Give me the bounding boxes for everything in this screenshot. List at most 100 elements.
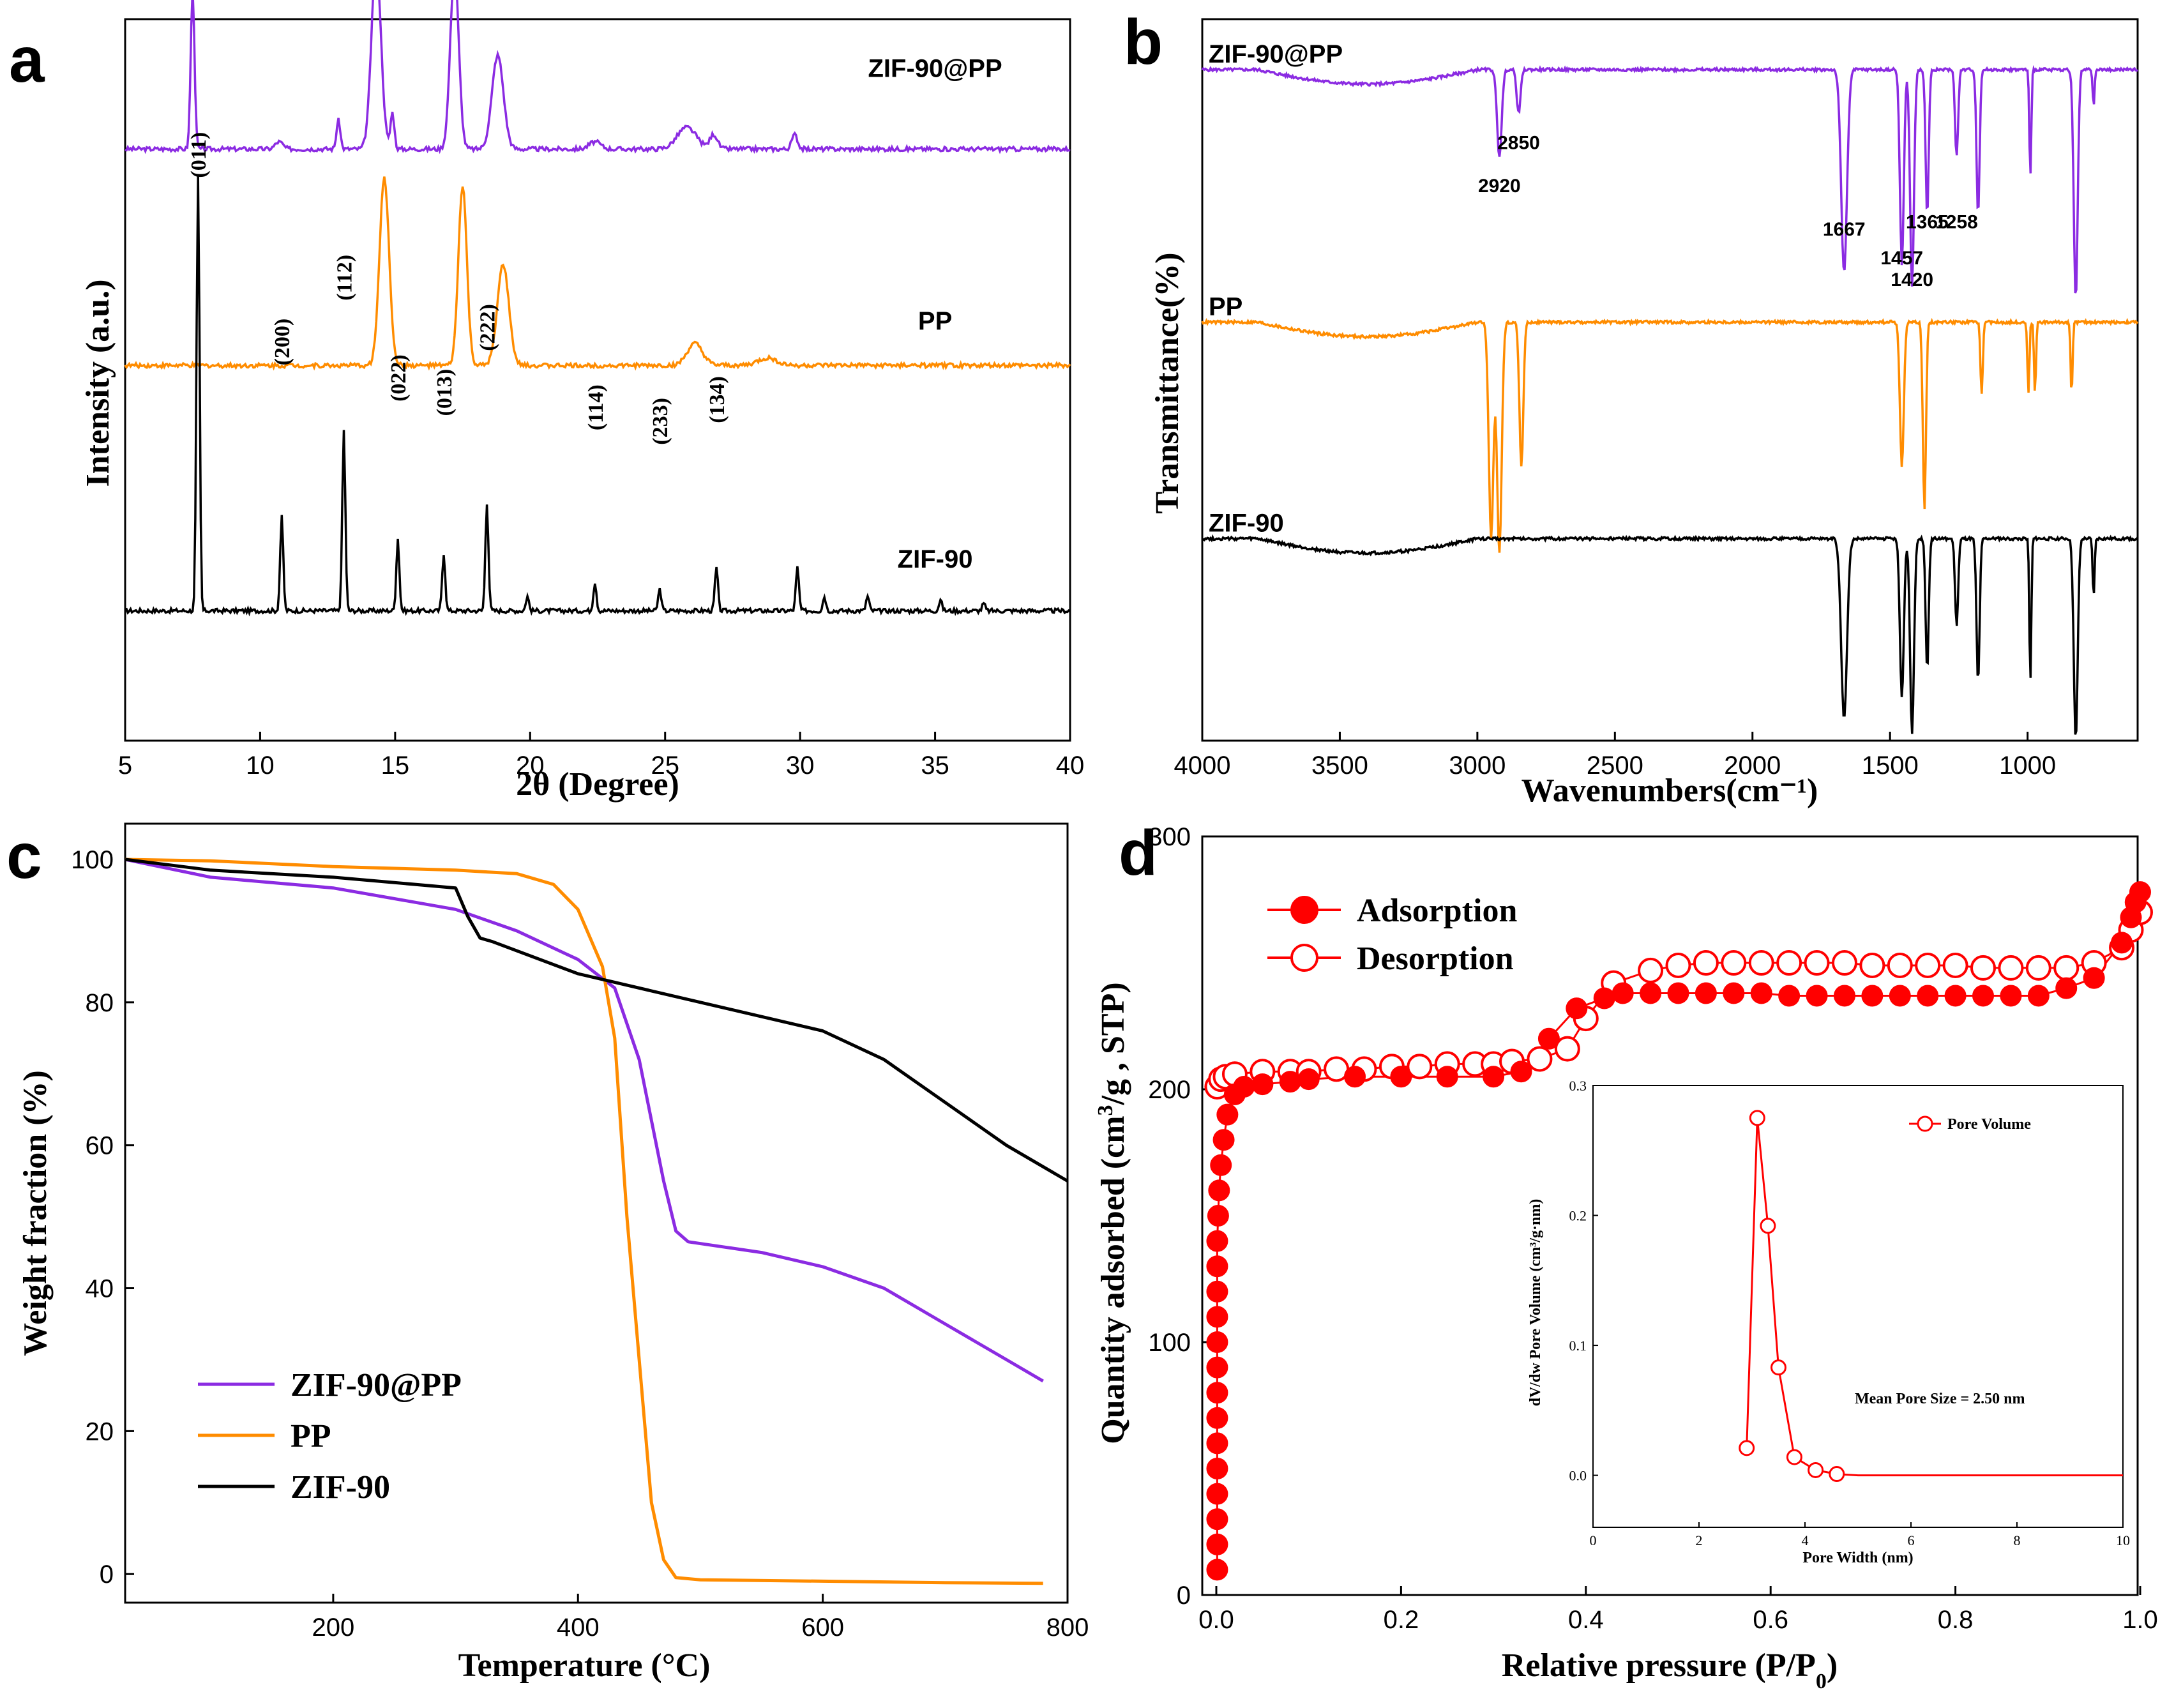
panel-letter-a: a	[9, 24, 45, 96]
panel-d-adsorption-point	[1667, 982, 1689, 1004]
panel-d-adsorption-point	[1216, 1103, 1239, 1126]
panel-d-adsorption-point	[1233, 1076, 1255, 1098]
panel-c-xtick-label: 600	[801, 1614, 844, 1642]
panel-d-plot-area: 0.0 0.2 0.4 0.6 0.8 1.00100200300AdsorptionDe…	[1148, 823, 2158, 1634]
inset-xlabel: Pore Width (nm)	[1802, 1550, 1913, 1566]
panel-a-series-pp	[124, 176, 1071, 371]
panel-d-desorption-point	[1407, 1054, 1433, 1080]
panel-d-adsorption-point	[1436, 1066, 1458, 1088]
inset-xtick-label: 0	[1590, 1532, 1597, 1548]
panel-d-adsorption-point	[1279, 1071, 1301, 1093]
panel-d-ytick-label: 200	[1148, 1076, 1191, 1104]
panel-d-adsorption-point	[1510, 1061, 1532, 1083]
panel-b-peak-label: 2920	[1478, 176, 1521, 197]
panel-d-adsorption-point	[1640, 982, 1662, 1004]
panel-c-xtick-label: 800	[1046, 1614, 1089, 1642]
panel-a-xtick-label: 30	[786, 752, 815, 780]
panel-letter-d: d	[1119, 817, 1158, 889]
panel-d-adsorption-point	[1750, 982, 1772, 1004]
panel-a-ylabel: Intensity (a.u.)	[80, 279, 116, 487]
panel-d-ylabel-b: /g , STP)	[1095, 982, 1131, 1105]
inset-ytick-label: 0.3	[1569, 1078, 1587, 1094]
panel-b-xtick-label: 1500	[1862, 752, 1919, 780]
panel-a-reflection-label: (233)	[649, 398, 672, 445]
panel-a-xtick-label: 10	[246, 752, 275, 780]
panel-d-adsorption-point	[1210, 1154, 1232, 1176]
panel-d-desorption-point	[1804, 950, 1830, 976]
panel-d-adsorption-point	[2129, 881, 2151, 903]
inset-ytick-label: 0.2	[1569, 1208, 1587, 1224]
panel-d-adsorption-point	[2083, 967, 2105, 989]
panel-d-adsorption-point	[1206, 1458, 1228, 1479]
panel-d-legend-marker	[1290, 896, 1318, 924]
panel-b-ylabel: Transmittance(%)	[1149, 252, 1186, 513]
panel-a-series-label: PP	[918, 307, 952, 335]
inset-pore-volume-point	[1786, 1449, 1802, 1465]
panel-a-reflection-label: (200)	[271, 319, 294, 366]
panel-d-adsorption-point	[1612, 982, 1634, 1004]
panel-d-desorption-point	[1942, 952, 1968, 978]
panel-b-peak-label: 2850	[1497, 132, 1540, 153]
inset-xtick-label: 4	[1802, 1532, 1809, 1548]
panel-d-xtick-label: 1.0	[2122, 1606, 2158, 1634]
panel-d-desorption-point	[1748, 950, 1774, 976]
panel-d-desorption-point	[1776, 950, 1802, 976]
panel-b-xtick-label: 1000	[1999, 752, 2056, 780]
panel-a-xtick-label: 25	[651, 752, 679, 780]
panel-b-frame	[1201, 18, 2139, 742]
panel-a-reflection-label: (114)	[584, 384, 608, 430]
panel-a-series-zif-90	[125, 176, 1071, 617]
panel-d-desorption-point	[1970, 955, 1997, 981]
panel-c-ytick-label: 60	[86, 1132, 114, 1160]
panel-letter-c: c	[6, 820, 42, 892]
panel-b-plot-area: 4000 3500 3000 2500 2000 1500 1000 2920 2850 1667…	[1174, 40, 2139, 780]
panel-b-series-label: ZIF-90	[1209, 510, 1284, 538]
panel-d-adsorption-point	[1944, 985, 1967, 1007]
panel-d-desorption-point	[1831, 950, 1857, 976]
panel-c-ytick-label: 20	[86, 1417, 114, 1446]
panel-a-xtick-label: 35	[921, 752, 949, 780]
panel-d-inset: Pore Width (nm) dV/dw Pore Volume (cm³/g…	[1527, 1078, 2130, 1566]
panel-d-desorption-point	[1998, 955, 2024, 981]
panel-d-desorption-point	[1887, 952, 1913, 978]
inset-pore-volume-point	[1749, 1110, 1765, 1126]
panel-c-xlabel: Temperature (°C)	[458, 1647, 711, 1684]
panel-b-xtick-label: 3500	[1311, 752, 1368, 780]
panel-a-xtick-label: 20	[516, 752, 545, 780]
panel-d-adsorption-point	[1695, 982, 1717, 1004]
panel-a-xrd: 5 10 15 20 25 30 35 40 (011) (200) (112) (022) (013)…	[80, 0, 1084, 803]
panel-c-frame	[124, 822, 1069, 1604]
panel-d-desorption-point	[1721, 950, 1747, 976]
panel-d-desorption-point	[1859, 952, 1885, 978]
panel-a-series-label: ZIF-90@PP	[868, 54, 1002, 82]
panel-a-xtick-label: 15	[381, 752, 410, 780]
panel-a-xtick-label: 5	[118, 752, 132, 780]
panel-d-legend-label: Adsorption	[1357, 893, 1517, 929]
panel-d-adsorption-point	[1206, 1559, 1228, 1581]
panel-d-adsorption-point	[1206, 1533, 1228, 1555]
panel-d-adsorption-point	[1206, 1331, 1228, 1353]
panel-d-adsorption-point	[1972, 985, 1995, 1007]
panel-a-reflection-label: (134)	[706, 376, 729, 423]
panel-b-peak-label: 1258	[1935, 212, 1978, 233]
panel-c-series-zif-90	[125, 858, 1069, 1183]
panel-d-adsorption-point	[1723, 982, 1745, 1004]
panel-d-adsorption-point	[1206, 1432, 1228, 1455]
inset-annotation: Mean Pore Size = 2.50 nm	[1855, 1391, 2025, 1407]
panel-d-adsorption-point	[1537, 1027, 1560, 1050]
panel-b-peak-label: 1420	[1891, 269, 1933, 291]
panel-c-plot-area: 200 400 600 800 0 20 40 60 80 100 ZIF-90@PP PP ZIF-9…	[71, 846, 1089, 1642]
panel-d-adsorption-point	[1889, 985, 1911, 1007]
panel-d-adsorption-point	[1566, 997, 1588, 1020]
panel-a-reflection-label: (022)	[387, 354, 411, 402]
panel-d-ylabel: Quantity adsorbed (cm3/g , STP)	[1094, 982, 1132, 1444]
panel-d-xtick-label: 0.8	[1938, 1606, 1974, 1634]
panel-letter-b: b	[1124, 6, 1163, 78]
panel-d-xtick-label: 0.2	[1384, 1606, 1419, 1634]
panel-d-ytick-label: 100	[1148, 1329, 1191, 1357]
panel-d-adsorption-point	[1206, 1306, 1228, 1328]
panel-d-desorption-point	[1665, 952, 1691, 978]
panel-c-ylabel: Weight fraction (%)	[17, 1070, 54, 1356]
panel-d-frame	[1201, 835, 2139, 1596]
